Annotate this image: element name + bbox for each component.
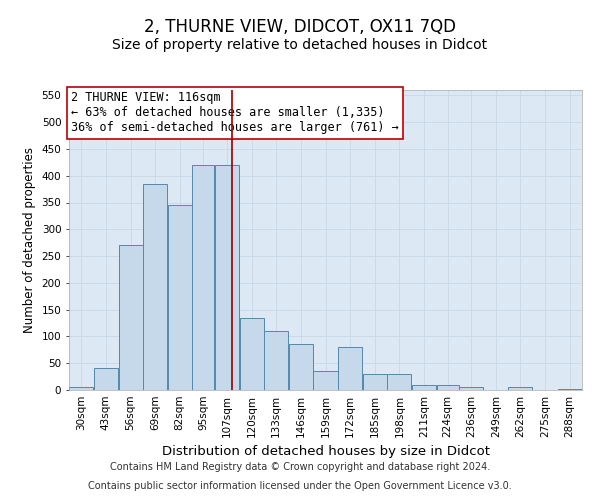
Text: Contains public sector information licensed under the Open Government Licence v3: Contains public sector information licen… [88,481,512,491]
Bar [338,347,362,390]
Bar [119,246,143,390]
X-axis label: Distribution of detached houses by size in Didcot: Distribution of detached houses by size … [161,446,490,458]
Text: Contains HM Land Registry data © Crown copyright and database right 2024.: Contains HM Land Registry data © Crown c… [110,462,490,472]
Bar [388,374,412,390]
Bar [143,184,167,390]
Bar [69,388,94,390]
Text: 2 THURNE VIEW: 116sqm
← 63% of detached houses are smaller (1,335)
36% of semi-d: 2 THURNE VIEW: 116sqm ← 63% of detached … [71,92,398,134]
Y-axis label: Number of detached properties: Number of detached properties [23,147,36,333]
Text: 2, THURNE VIEW, DIDCOT, OX11 7QD: 2, THURNE VIEW, DIDCOT, OX11 7QD [144,18,456,36]
Bar [193,165,214,390]
Bar [412,384,436,390]
Bar [264,331,289,390]
Bar [215,165,239,390]
Bar [459,388,483,390]
Bar [239,318,263,390]
Text: Size of property relative to detached houses in Didcot: Size of property relative to detached ho… [112,38,488,52]
Bar [313,371,338,390]
Bar [168,205,192,390]
Bar [289,344,313,390]
Bar [94,368,118,390]
Bar [362,374,387,390]
Bar [437,384,458,390]
Bar [557,389,582,390]
Bar [508,388,532,390]
